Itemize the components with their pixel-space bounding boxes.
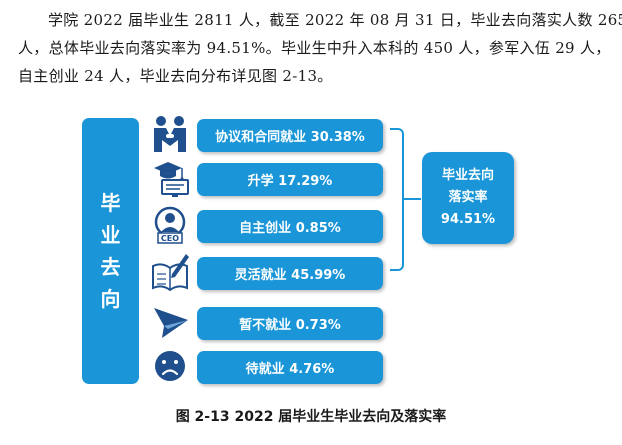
placement-rate-box: 毕业去向 落实率 94.51% [422, 152, 514, 244]
side-label-text: 毕业去向 [100, 191, 121, 311]
paragraph-line-2: 人，总体毕业去向落实率为 94.51%。毕业生中升入本科的 450 人，参军入伍… [18, 39, 611, 57]
ceo-person-icon: CEO [154, 206, 186, 244]
notebook-pen-icon [152, 254, 189, 292]
graduation-cap-icon [154, 162, 189, 197]
rate-title-line1: 毕业去向 [441, 168, 494, 183]
pill-further-study: 升学 17.29% [197, 163, 383, 196]
destination-side-label: 毕业去向 [82, 118, 139, 384]
handshake-icon [154, 116, 186, 152]
svg-text:CEO: CEO [161, 234, 179, 243]
bracket-connector [404, 198, 421, 200]
pill-awaiting-employment: 待就业 4.76% [197, 351, 383, 384]
pill-not-employed-yet: 暂不就业 0.73% [197, 307, 383, 340]
figure-caption: 图 2-13 2022 届毕业生毕业去向及落实率 [175, 409, 447, 425]
pill-self-employed: 自主创业 0.85% [197, 210, 383, 243]
paragraph-line-1: 学院 2022 届毕业生 2811 人，截至 2022 年 08 月 31 日，… [48, 11, 622, 29]
paragraph-line-3: 自主创业 24 人，毕业去向分布详见图 2-13。 [18, 67, 333, 85]
body-paragraph: 学院 2022 届毕业生 2811 人，截至 2022 年 08 月 31 日，… [18, 6, 622, 90]
group-bracket [390, 128, 404, 271]
paper-plane-icon [154, 308, 188, 338]
pill-flexible-employment: 灵活就业 45.99% [197, 257, 383, 290]
pill-contract-employment: 协议和合同就业 30.38% [197, 119, 383, 152]
rate-title-line2: 落实率 [448, 190, 488, 205]
sad-face-icon [155, 351, 185, 381]
rate-value: 94.51% [440, 212, 496, 227]
